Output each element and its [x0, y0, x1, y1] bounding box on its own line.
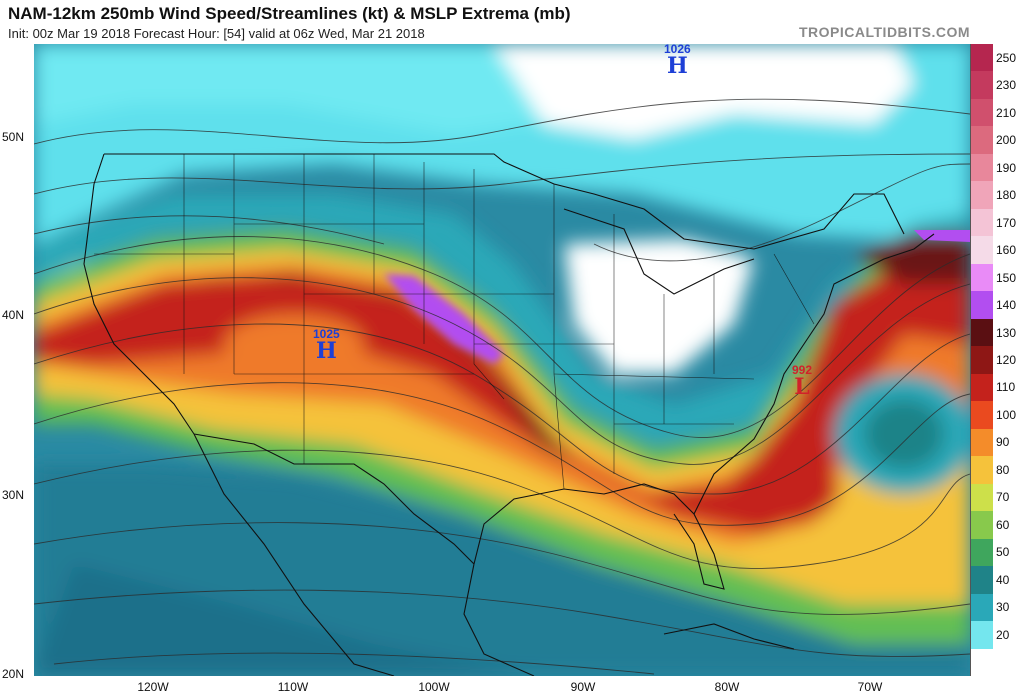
state-borders — [94, 154, 815, 490]
country-borders — [83, 153, 935, 676]
colorbar-segment — [971, 621, 993, 649]
map-canvas — [34, 44, 970, 676]
colorbar-tick-label: 190 — [996, 160, 1017, 175]
lat-label-20n: 20N — [2, 667, 25, 681]
colorbar-segment — [971, 318, 993, 347]
pressure-type: L — [794, 374, 810, 400]
high-pressure-marker-west: 1025 H — [313, 327, 340, 364]
colorbar-tick-label: 180 — [996, 188, 1017, 203]
colorbar-segment — [971, 291, 993, 320]
colorbar-tick-label: 230 — [996, 78, 1017, 93]
lat-label-30n: 30N — [2, 488, 25, 502]
colorbar-segment — [971, 648, 993, 676]
colorbar-tick-label: 120 — [996, 353, 1017, 367]
pressure-type: H — [315, 338, 337, 364]
colorbar-segment — [971, 263, 993, 292]
pressure-value: 992 — [792, 363, 813, 377]
lat-label-50n: 50N — [2, 130, 25, 144]
colorbar-segment — [971, 236, 993, 265]
colorbar-segment — [971, 181, 993, 210]
pressure-value: 1025 — [313, 327, 340, 341]
colorbar-segment — [971, 71, 993, 100]
low-pressure-marker: 992 L — [792, 363, 813, 400]
colorbar-segment — [971, 593, 993, 622]
colorbar-tick-label: 60 — [996, 517, 1010, 532]
colorbar-tick-label: 50 — [996, 545, 1010, 560]
colorbar-tick-label: 40 — [996, 572, 1010, 587]
lon-label-70w: 70W — [857, 680, 883, 694]
colorbar-tick-label: 20 — [996, 627, 1010, 642]
lon-label-110w: 110W — [277, 680, 309, 694]
colorbar-tick-label: 150 — [996, 270, 1017, 285]
colorbar-segment — [971, 346, 993, 375]
map-subtitle: Init: 00z Mar 19 2018 Forecast Hour: [54… — [8, 26, 425, 41]
colorbar-segment — [971, 44, 993, 72]
colorbar-tick-label: 250 — [996, 50, 1017, 65]
streamlines — [34, 98, 970, 675]
colorbar-tick-label: 130 — [996, 325, 1017, 340]
colorbar-tick-label: 200 — [996, 133, 1017, 148]
lat-label-40n: 40N — [2, 308, 25, 322]
lon-label-120w: 120W — [137, 680, 169, 694]
lon-label-100w: 100W — [418, 680, 450, 694]
colorbar-segment — [971, 483, 993, 512]
colorbar-tick-label: 170 — [996, 215, 1017, 230]
colorbar-segment — [971, 538, 993, 567]
colorbar-tick-label: 140 — [996, 298, 1017, 313]
colorbar-tick-label: 160 — [996, 243, 1017, 258]
colorbar-tick-label: 70 — [996, 490, 1010, 505]
colorbar-segment — [971, 401, 993, 430]
colorbar-segment — [971, 373, 993, 402]
lon-label-80w: 80W — [714, 680, 740, 694]
colorbar-segment — [971, 456, 993, 485]
map-title: NAM-12km 250mb Wind Speed/Streamlines (k… — [8, 4, 571, 23]
lon-label-90w: 90W — [570, 680, 596, 694]
colorbar-tick-label: 80 — [996, 462, 1010, 477]
colorbar-segment — [971, 511, 993, 540]
wind-speed-field — [34, 44, 970, 676]
colorbar-segment — [971, 208, 993, 237]
pressure-value: 1026 — [664, 42, 691, 56]
high-pressure-marker-north: 1026 H — [664, 42, 691, 79]
colorbar-tick-label: 100 — [996, 407, 1017, 422]
colorbar-segment — [971, 566, 993, 595]
colorbar — [970, 44, 993, 676]
colorbar-segment — [971, 126, 993, 155]
colorbar-segment — [971, 98, 993, 127]
brand-watermark[interactable]: TROPICALTIDBITS.COM — [798, 24, 970, 40]
colorbar-tick-label: 30 — [996, 600, 1010, 615]
colorbar-tick-label: 210 — [996, 105, 1017, 120]
colorbar-segment — [971, 153, 993, 182]
colorbar-tick-label: 90 — [996, 435, 1010, 450]
colorbar-segment — [971, 428, 993, 457]
colorbar-tick-label: 110 — [996, 380, 1016, 395]
pressure-type: H — [666, 53, 688, 79]
